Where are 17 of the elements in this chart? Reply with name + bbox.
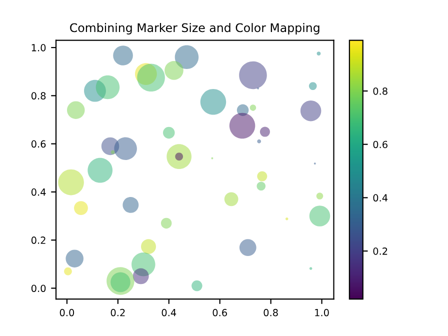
y-tick-label: 0.8 bbox=[31, 92, 46, 100]
y-tick-label: 0.0 bbox=[31, 284, 46, 292]
x-tick-label: 0.0 bbox=[60, 308, 74, 316]
y-tick-label: 0.2 bbox=[31, 236, 46, 244]
color-bar-label: 0.6 bbox=[373, 140, 388, 148]
x-tick-label: 0.6 bbox=[212, 308, 227, 316]
y-tick-label: 0.4 bbox=[31, 188, 46, 196]
color-bar-label: 0.4 bbox=[373, 194, 388, 202]
y-tick-label: 0.6 bbox=[31, 140, 46, 148]
color-bar-label: 0.2 bbox=[373, 248, 388, 255]
y-tick-label: 1.0 bbox=[32, 44, 46, 52]
x-tick-label: 1.0 bbox=[315, 308, 329, 316]
chart-title: Combining Marker Size and Color Mapping bbox=[70, 23, 320, 34]
x-tick-label: 0.2 bbox=[110, 308, 125, 316]
x-tick-label: 0.8 bbox=[264, 308, 278, 316]
color-bar-label: 0.8 bbox=[373, 87, 388, 95]
x-tick-label: 0.4 bbox=[162, 308, 176, 316]
